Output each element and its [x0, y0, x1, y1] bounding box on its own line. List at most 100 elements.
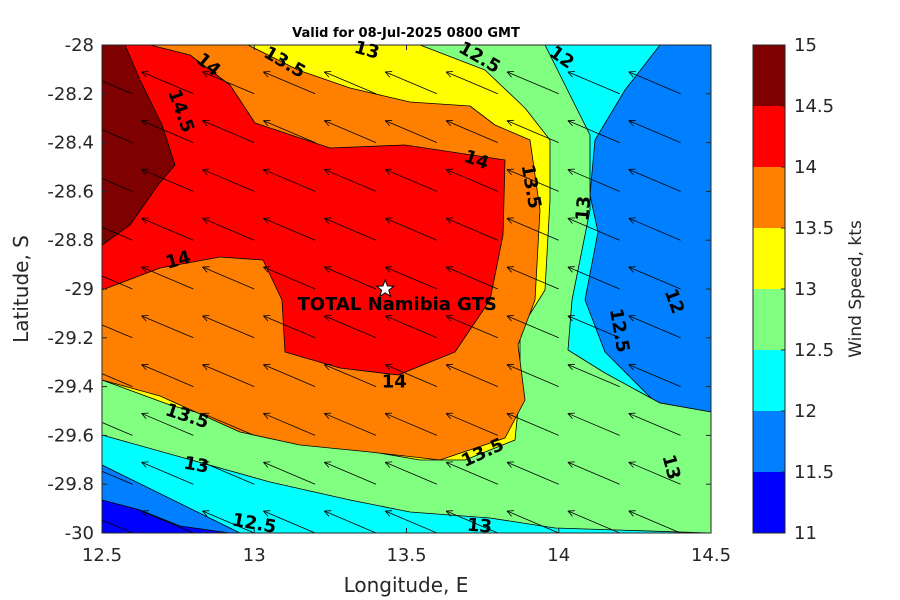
x-tick-label: 14 — [547, 545, 570, 566]
wind-vector-arrow — [384, 168, 438, 192]
wind-vector-arrow — [263, 71, 316, 95]
wind-vector-arrow — [445, 168, 499, 192]
wind-vector-arrow — [506, 71, 559, 95]
wind-vector-arrow — [384, 510, 438, 533]
y-tick-label: -28.8 — [47, 230, 94, 251]
x-axis-label: Longitude, E — [344, 573, 469, 597]
wind-vector-arrow — [628, 315, 681, 339]
wind-vector-arrow — [141, 266, 194, 290]
contour-band-14-14p5 — [102, 45, 506, 376]
y-tick-label: -29 — [65, 279, 94, 300]
wind-vector-arrow — [567, 461, 620, 485]
wind-vector-arrow — [384, 412, 438, 436]
wind-vector-arrow — [253, 45, 255, 46]
wind-vector-arrow — [628, 168, 681, 192]
wind-vector-arrow — [323, 363, 377, 387]
wind-vector-arrow — [141, 119, 194, 143]
wind-vector-arrow — [506, 461, 559, 485]
wind-vector-arrow — [506, 510, 559, 533]
wind-vector-arrow — [445, 315, 499, 339]
wind-vector-arrow — [506, 412, 559, 436]
site-label: TOTAL Namibia GTS — [297, 294, 496, 315]
wind-vector-arrow — [141, 168, 194, 192]
wind-vector-arrow — [263, 266, 316, 290]
wind-vector-arrow — [202, 363, 255, 387]
colorbar-swatch — [753, 106, 785, 167]
y-tick-label: -28 — [65, 35, 94, 56]
wind-vector-arrow — [141, 412, 194, 436]
y-tick-label: -28.6 — [47, 181, 94, 202]
colorbar-tick-label: 13 — [794, 279, 817, 300]
wind-vector-arrow — [102, 519, 133, 533]
wind-vector-arrow — [202, 217, 255, 241]
y-tick-label: -29.4 — [47, 377, 94, 398]
wind-vector-arrow — [628, 266, 681, 290]
plot-area — [102, 45, 711, 533]
wind-vector-arrow — [323, 412, 377, 436]
wind-vector-arrow — [384, 461, 438, 485]
wind-vector-arrow — [102, 129, 133, 143]
wind-vector-arrow — [445, 363, 499, 387]
wind-vector-arrow — [445, 217, 499, 241]
contour-label: 13 — [182, 453, 210, 478]
colorbar-tick-label: 14.5 — [794, 96, 834, 117]
y-tick-label: -28.2 — [47, 84, 94, 105]
wind-vector-arrow — [445, 71, 499, 95]
wind-vector-arrow — [628, 510, 681, 533]
colorbar-tick-label: 11.5 — [794, 462, 834, 483]
site-star-icon — [375, 278, 396, 298]
wind-vector-arrow — [102, 275, 133, 290]
wind-vector-arrow — [567, 412, 620, 436]
wind-vector-arrow — [445, 461, 499, 485]
wind-vector-arrow — [506, 119, 559, 143]
wind-vector-arrow — [506, 217, 559, 241]
wind-vector-arrow — [567, 168, 620, 192]
colorbar-swatch — [753, 45, 785, 106]
wind-vector-arrow — [102, 470, 133, 485]
wind-vector-arrow — [323, 266, 377, 290]
colorbar-swatch — [753, 411, 785, 472]
colorbar-swatch — [753, 167, 785, 228]
wind-vector-arrow — [628, 71, 681, 95]
wind-vector-arrow — [384, 71, 438, 95]
wind-vector-arrow — [445, 510, 499, 533]
contour-label: 13 — [572, 195, 595, 222]
contour-label: 13 — [466, 515, 493, 538]
wind-vector-arrow — [202, 315, 255, 339]
wind-vector-arrow — [263, 412, 316, 436]
wind-vector-arrow — [202, 461, 255, 485]
wind-vector-arrow — [102, 373, 133, 387]
wind-vector-arrow — [202, 119, 255, 143]
colorbar-tick-label: 14 — [794, 157, 817, 178]
wind-vector-arrow — [567, 363, 620, 387]
wind-vector-arrow — [141, 71, 194, 95]
y-tick-label: -30 — [65, 523, 94, 544]
y-tick-label: -28.4 — [47, 133, 94, 154]
wind-vector-arrow — [567, 510, 620, 533]
wind-vector-arrow — [202, 168, 255, 192]
wind-vector-arrow — [323, 461, 377, 485]
wind-vector-arrow — [263, 217, 316, 241]
wind-vector-arrow — [567, 315, 620, 339]
wind-vector-arrow — [628, 217, 681, 241]
colorbar-swatch — [753, 289, 785, 350]
wind-vector-arrow — [102, 178, 133, 192]
colorbar: 15 14.5 14 13.5 13 12.5 12 11.5 11 — [752, 35, 834, 544]
wind-vector-arrow — [384, 363, 438, 387]
wind-vector-arrow — [628, 461, 681, 485]
wind-vector-arrow — [202, 71, 255, 95]
x-tick-label: 13.5 — [386, 545, 426, 566]
y-tick-label: -29.6 — [47, 425, 94, 446]
wind-vector-arrow — [628, 119, 681, 143]
wind-vector-arrow — [506, 168, 559, 192]
colorbar-tick-label: 12.5 — [794, 340, 834, 361]
wind-vector-arrow — [628, 412, 681, 436]
wind-vector-arrow — [628, 363, 681, 387]
wind-vector-arrow — [102, 422, 133, 436]
wind-vector-arrow — [567, 119, 620, 143]
wind-vector-arrow — [202, 510, 255, 533]
wind-vector-arrow — [263, 461, 316, 485]
colorbar-tick-label: 15 — [794, 35, 817, 56]
wind-vector-arrow — [323, 119, 377, 143]
